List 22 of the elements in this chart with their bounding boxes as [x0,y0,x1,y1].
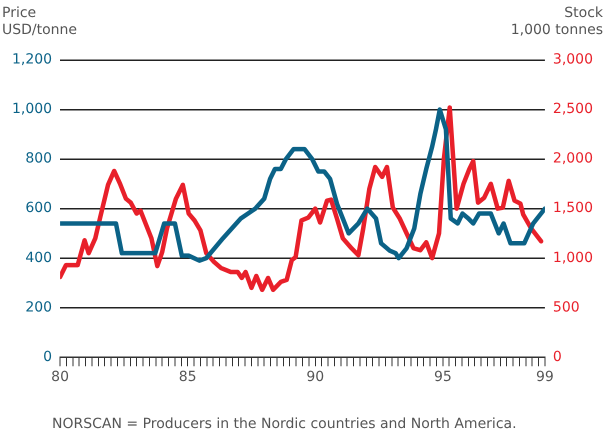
y-axis-title: Price USD/tonne [2,5,78,38]
y2-axis-title: Stock 1,000 tonnes [510,5,604,38]
y2-tick-label: 3,000 [552,52,594,68]
x-tick-label: 90 [306,369,324,386]
y-tick-label: 800 [25,150,52,167]
y2-tick-label: 1,000 [552,250,594,266]
x-tick-label: 99 [536,369,554,386]
y2-tick-label: 1,500 [552,200,594,216]
x-tick-label: 85 [178,369,197,386]
y-tick-label: 1,200 [12,52,52,68]
y-tick-label: 0 [43,348,52,365]
x-tick-label: 80 [51,369,69,386]
y-tick-label: 200 [25,299,52,316]
y2-tick-label: 2,000 [552,150,594,167]
text: NORSCAN = Producers in the Nordic countries and North America. [52,416,517,431]
y-tick-label: 600 [25,200,52,216]
y-tick-label: 1,000 [12,101,52,118]
y2-tick-label: 2,500 [552,101,594,118]
y-tick-label: 400 [25,250,52,266]
y2-tick-label: 0 [552,348,562,365]
x-tick-label: 95 [434,369,452,386]
y2-tick-label: 500 [552,299,580,316]
